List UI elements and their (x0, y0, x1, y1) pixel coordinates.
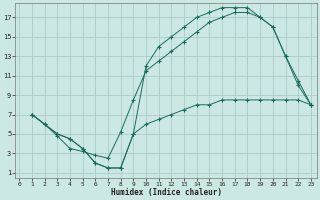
X-axis label: Humidex (Indice chaleur): Humidex (Indice chaleur) (111, 188, 222, 197)
